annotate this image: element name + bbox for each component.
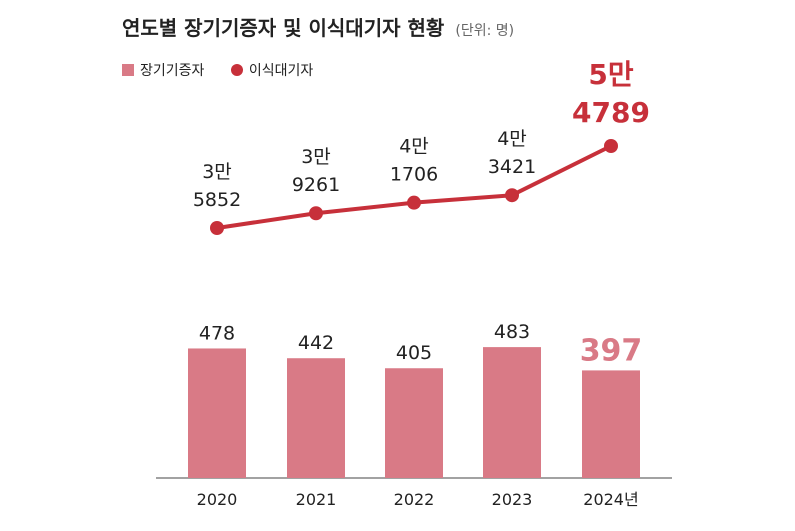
point-label-line2: 4789 (572, 96, 650, 129)
waiting-point (309, 206, 323, 221)
x-tick-label: 2020 (197, 490, 238, 509)
waiting-point (210, 221, 224, 235)
point-label-line1: 3만 (301, 146, 331, 168)
bar (385, 368, 443, 478)
legend-donors-label: 장기기증자 (140, 63, 205, 79)
legend-item-donors: 장기기증자 (122, 60, 204, 80)
waiting-point (505, 188, 519, 203)
legend-dot-swatch (230, 64, 243, 76)
title-row: 연도별 장기기증자 및 이식대기자 현황 (단위: 명) (122, 12, 514, 41)
x-tick-label: 2022 (394, 490, 435, 509)
point-label-line2: 9261 (292, 174, 340, 196)
point-label-line2: 3421 (488, 156, 536, 178)
point-label-line1: 3만 (202, 161, 232, 183)
bar (582, 370, 640, 478)
bar (287, 358, 345, 478)
legend-item-waiting: 이식대기자 (230, 60, 314, 80)
bar-value-label: 397 (580, 333, 643, 368)
x-tick-label: 2023 (492, 490, 533, 509)
waiting-point (407, 195, 421, 210)
x-tick-label: 2024년 (583, 490, 638, 509)
bar (188, 348, 246, 478)
legend-waiting-label: 이식대기자 (248, 63, 314, 79)
bar (483, 347, 541, 478)
point-label-line2: 5852 (193, 189, 241, 211)
bar-value-label: 442 (298, 332, 334, 354)
waiting-point (604, 139, 618, 153)
point-label-line1: 4만 (497, 128, 527, 150)
waiting-line (216, 144, 612, 230)
bar-value-label: 483 (494, 321, 530, 343)
bar-value-label: 405 (396, 342, 432, 364)
unit-label: (단위: 명) (455, 23, 515, 39)
chart-title: 연도별 장기기증자 및 이식대기자 현황 (122, 16, 445, 40)
point-label-line2: 1706 (390, 164, 438, 186)
x-tick-label: 2021 (296, 490, 337, 509)
legend-bar-swatch (122, 64, 134, 76)
point-label-line1: 4만 (399, 136, 429, 158)
legend: 장기기증자 이식대기자 (122, 60, 335, 80)
point-label-line1: 5만 (588, 58, 633, 91)
bar-value-label: 478 (199, 322, 235, 344)
